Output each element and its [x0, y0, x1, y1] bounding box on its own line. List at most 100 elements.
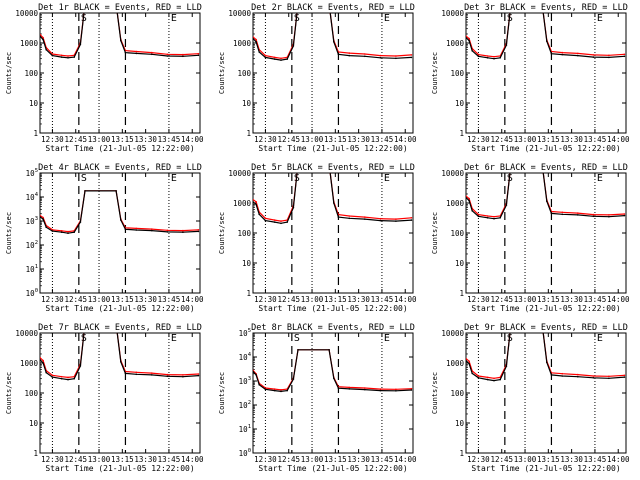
series-point: [561, 375, 564, 377]
series-point: [608, 375, 610, 378]
series-point: [379, 388, 382, 390]
x-tick-label: 13:15: [537, 135, 560, 144]
chart-title: Det 5r BLACK = Events, RED = LLD: [251, 163, 415, 173]
series-point: [466, 35, 467, 37]
y-axis-label: Counts/sec: [431, 372, 439, 414]
y-tick-label: 10000: [228, 9, 251, 18]
series-point: [333, 41, 335, 43]
series-point: [493, 217, 495, 220]
series-point: [135, 373, 138, 376]
y-tick-label: 103: [239, 376, 251, 386]
y-tick-label: 100: [450, 69, 464, 78]
series-point: [264, 217, 267, 220]
series-point: [42, 38, 44, 41]
series-point: [280, 57, 282, 60]
x-tick-label: 14:00: [394, 135, 417, 144]
series-point: [67, 57, 69, 59]
series-point: [292, 45, 295, 47]
y-tick-label: 1000: [20, 39, 39, 48]
series-point: [410, 219, 413, 221]
x-tick-label: 13:15: [324, 295, 347, 304]
y-tick-label: 10000: [441, 9, 464, 18]
y-tick-label: 1: [33, 449, 38, 458]
x-tick-label: 12:30: [254, 455, 277, 464]
y-tick-label: 10: [29, 99, 39, 108]
y-tick-label: 100: [239, 448, 251, 458]
x-tick-label: 12:45: [490, 135, 513, 144]
x-tick-label: 13:15: [324, 135, 347, 144]
x-tick-label: 12:30: [254, 135, 277, 144]
series-point: [608, 377, 610, 380]
x-tick-label: 13:00: [514, 135, 537, 144]
x-tick-label: 14:00: [394, 455, 417, 464]
x-tick-label: 12:30: [41, 295, 64, 304]
series-point: [348, 388, 351, 390]
series-point: [477, 55, 480, 58]
series-point: [592, 56, 595, 58]
x-tick-label: 12:45: [64, 295, 87, 304]
series-point: [328, 349, 330, 351]
x-tick-label: 13:30: [560, 455, 583, 464]
x-tick-label: 13:00: [301, 455, 324, 464]
series-line-events: [40, 13, 199, 59]
series-point: [286, 389, 288, 392]
series-point: [84, 190, 86, 192]
end-annotation: E: [597, 333, 603, 344]
x-tick-label: 14:00: [607, 295, 630, 304]
x-tick-label: 13:00: [301, 295, 324, 304]
series-point: [550, 52, 553, 55]
series-point: [280, 390, 282, 393]
x-tick-label: 13:00: [514, 455, 537, 464]
series-point: [51, 54, 54, 57]
series-point: [253, 37, 254, 40]
y-tick-label: 104: [239, 352, 252, 362]
series-point: [471, 50, 473, 52]
series-point: [120, 39, 122, 42]
series-point: [197, 54, 200, 57]
y-tick-label: 100: [237, 69, 251, 78]
series-point: [182, 53, 184, 56]
series-point: [297, 349, 299, 351]
x-tick-label: 13:30: [134, 135, 157, 144]
series-point: [505, 44, 508, 46]
series-point: [608, 215, 610, 218]
series-point: [280, 220, 282, 222]
series-point: [67, 376, 69, 379]
y-tick-label: 102: [26, 240, 38, 250]
series-point: [292, 206, 295, 209]
series-point: [258, 213, 260, 216]
series-point: [348, 54, 351, 57]
series-point: [623, 376, 626, 378]
series-point: [273, 221, 276, 223]
y-tick-label: 1: [459, 289, 464, 298]
series-point: [592, 54, 595, 56]
x-tick-label: 13:45: [584, 455, 607, 464]
series-point: [623, 55, 626, 58]
x-tick-label: 13:45: [371, 135, 394, 144]
chart-title: Det 6r BLACK = Events, RED = LLD: [464, 163, 628, 173]
series-point: [151, 374, 153, 376]
series-point: [40, 33, 41, 36]
y-tick-label: 1: [33, 129, 38, 138]
x-tick-label: 13:15: [111, 295, 134, 304]
x-tick-label: 13:30: [347, 455, 370, 464]
y-tick-label: 102: [239, 400, 251, 410]
x-axis-label: Start Time (21-Jul-05 12:22:00): [45, 144, 194, 153]
series-point: [51, 374, 54, 377]
x-tick-label: 14:00: [181, 295, 204, 304]
series-point: [486, 378, 489, 381]
series-point: [493, 57, 495, 60]
series-point: [182, 374, 184, 376]
y-tick-label: 1000: [446, 199, 465, 208]
series-line-events: [40, 333, 199, 381]
series-point: [333, 377, 335, 380]
x-tick-label: 14:00: [181, 455, 204, 464]
series-point: [477, 53, 480, 56]
chart-panel-4: S E 100 101 102 103 104 105 12:30 12:45 13:00 13:15…: [5, 163, 204, 313]
series-point: [379, 54, 382, 57]
series-point: [410, 217, 413, 219]
series-point: [255, 201, 257, 203]
series-point: [42, 218, 44, 220]
y-tick-label: 1000: [20, 359, 39, 368]
